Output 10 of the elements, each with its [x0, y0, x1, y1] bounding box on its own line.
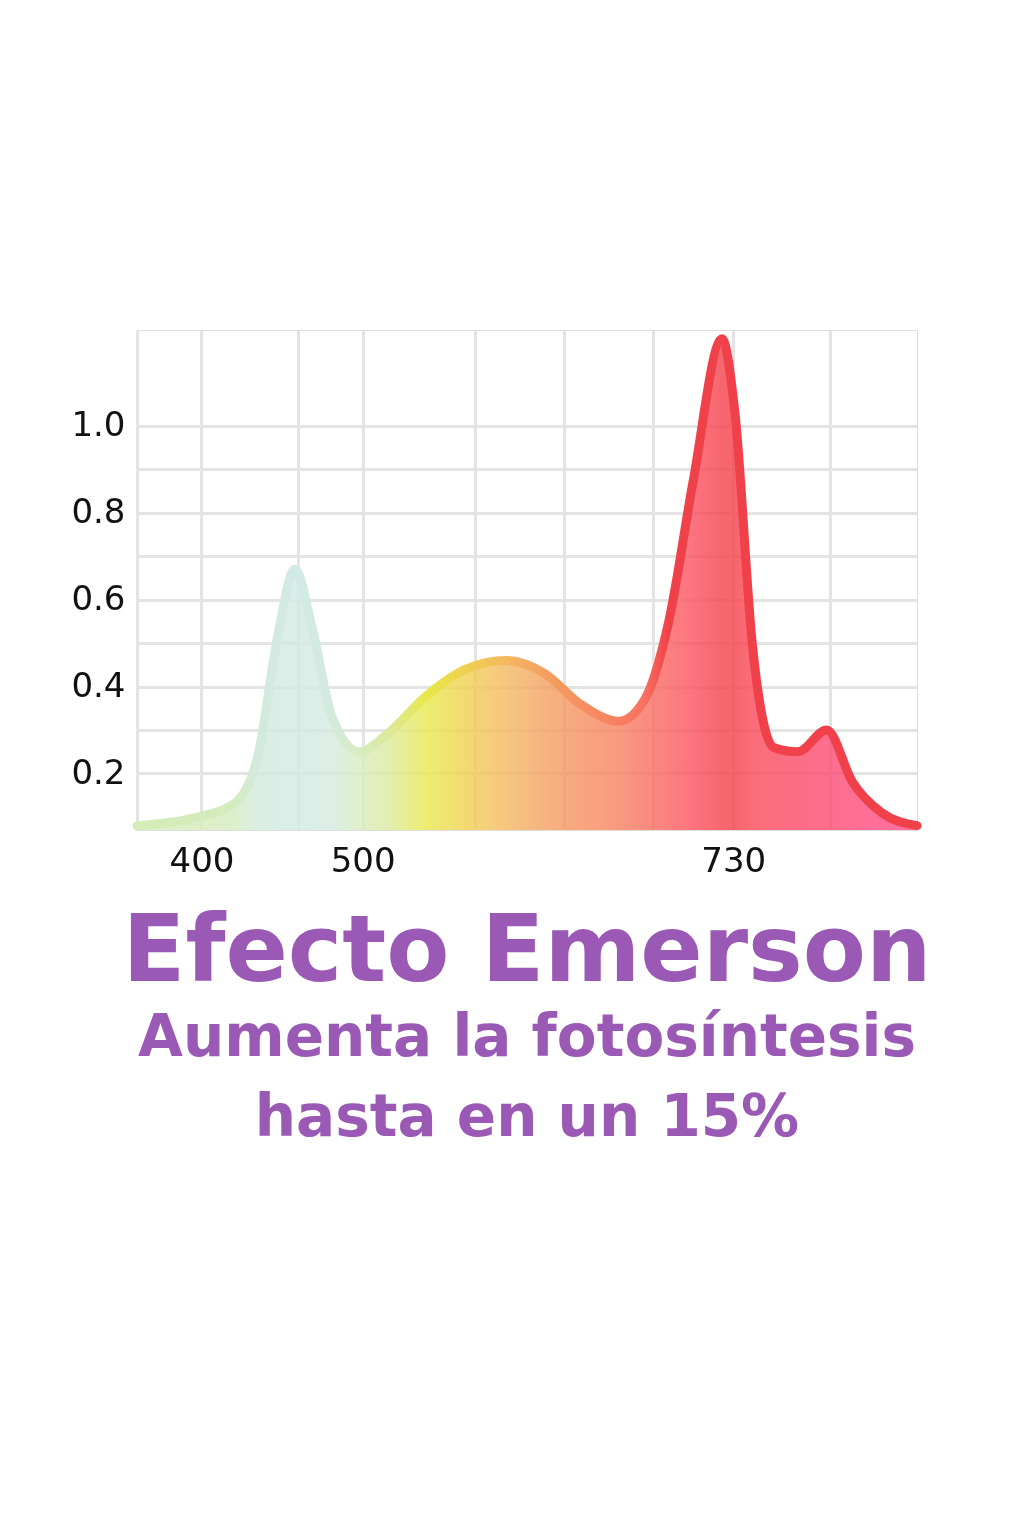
- text: Efecto Emerson: [122, 896, 932, 1003]
- y-tick-label: 0.2: [71, 751, 126, 792]
- text: Aumenta la fotosíntesis hasta en un 15%: [138, 1002, 916, 1150]
- y-tick-label: 0.4: [71, 665, 126, 706]
- x-tick-label: 730: [701, 839, 767, 880]
- x-tick-label: 400: [169, 839, 235, 880]
- y-tick-label: 0.8: [71, 491, 126, 532]
- y-tick-label: 1.0: [71, 404, 126, 445]
- y-tick-label: 0.6: [71, 578, 126, 619]
- x-tick-label: 500: [330, 839, 396, 880]
